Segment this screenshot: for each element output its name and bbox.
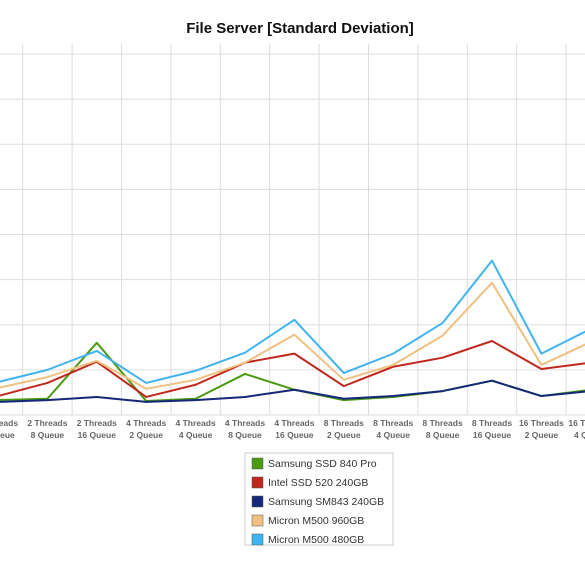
x-tick-line: 4 Queue [376, 430, 410, 440]
x-tick-label: 8 Threads 8 Queue [423, 418, 463, 440]
series-line [0, 281, 585, 390]
legend-label: Micron M500 960GB [268, 515, 364, 527]
x-tick-label: 4 Threads 2 Queue [126, 418, 166, 440]
x-tick-line: 4 Queue [179, 430, 213, 440]
x-tick-label: 8 Threads 2 Queue [324, 418, 364, 440]
legend-swatch [251, 457, 264, 470]
x-tick-line: 16 Queue [473, 430, 512, 440]
x-tick-line: 2 Queue [129, 430, 163, 440]
x-tick-label: 4 Threads 16 Queue [274, 418, 314, 440]
series-line [0, 259, 585, 384]
x-tick-label: 2 Threads 8 Queue [27, 418, 67, 440]
x-tick-label: 2 Threads 4 Queue [0, 418, 18, 440]
legend-swatch [251, 476, 264, 489]
legend-label: Micron M500 480GB [268, 534, 364, 546]
x-tick-line: 4 Queue [574, 430, 585, 440]
x-tick-line: 8 Threads [472, 418, 512, 428]
x-tick-label: 8 Threads 16 Queue [472, 418, 512, 440]
x-tick-line: 2 Threads [0, 418, 18, 428]
x-tick-line: 16 Threads [568, 418, 585, 428]
x-tick-label: 8 Threads 4 Queue [373, 418, 413, 440]
legend-swatch [251, 514, 264, 527]
x-tick-line: 16 Queue [78, 430, 117, 440]
legend-swatch [251, 533, 264, 546]
series-line [0, 341, 585, 403]
x-tick-label: 16 Threads 4 Queue [568, 418, 585, 440]
x-tick-label: 4 Threads 8 Queue [225, 418, 265, 440]
x-tick-line: 2 Queue [525, 430, 559, 440]
x-tick-line: 8 Threads [324, 418, 364, 428]
series-line [0, 379, 585, 403]
x-tick-line: 8 Queue [426, 430, 460, 440]
x-tick-line: 2 Queue [327, 430, 361, 440]
x-tick-label: 16 Threads 2 Queue [519, 418, 564, 440]
x-tick-line: 16 Queue [275, 430, 314, 440]
x-tick-line: 16 Threads [519, 418, 564, 428]
x-tick-label: 2 Threads 16 Queue [77, 418, 117, 440]
x-tick-line: 4 Threads [274, 418, 314, 428]
x-tick-line: 8 Queue [31, 430, 65, 440]
x-tick-line: 4 Threads [225, 418, 265, 428]
x-tick-line: 8 Queue [228, 430, 262, 440]
legend-swatch [251, 495, 264, 508]
x-tick-line: 4 Threads [176, 418, 216, 428]
x-tick-line: 4 Threads [126, 418, 166, 428]
x-tick-line: 2 Threads [77, 418, 117, 428]
legend-box [244, 452, 394, 546]
chart-title: File Server [Standard Deviation] [186, 20, 414, 37]
legend-label: Samsung SM843 240GB [268, 496, 384, 508]
x-tick-line: 4 Queue [0, 430, 15, 440]
x-tick-line: 2 Threads [27, 418, 67, 428]
x-tick-line: 8 Threads [373, 418, 413, 428]
x-tick-label: 4 Threads 4 Queue [176, 418, 216, 440]
x-tick-line: 8 Threads [423, 418, 463, 428]
legend-label: Samsung SSD 840 Pro [268, 458, 377, 470]
legend-label: Intel SSD 520 240GB [268, 477, 368, 489]
